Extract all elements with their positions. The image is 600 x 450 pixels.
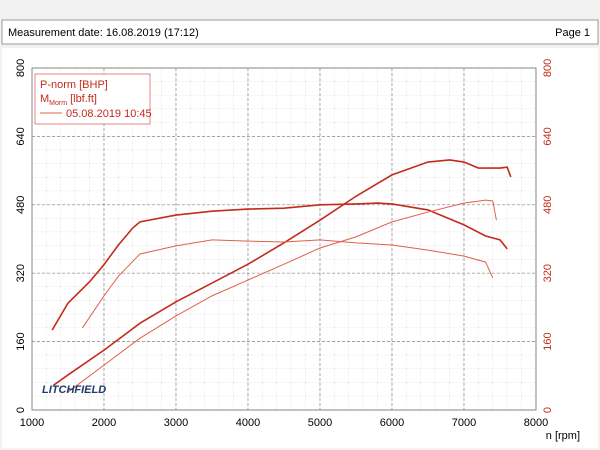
x-tick-label: 8000 [524, 417, 548, 429]
line [53, 159, 512, 386]
legend-power: P-norm [BHP] [40, 79, 108, 91]
y2-tick-label: 160 [542, 332, 554, 350]
y2-tick-label: 320 [542, 264, 554, 282]
y-tick-label: 160 [15, 332, 27, 350]
y-tick-label: 480 [15, 196, 27, 214]
legend: P-norm [BHP] MMorm [lbf.ft] 05.08.2019 10… [34, 73, 152, 125]
y-tick-label: 800 [15, 59, 27, 77]
x-tick-label: 4000 [236, 417, 260, 429]
line [81, 239, 494, 329]
header-right: Page 1 [555, 27, 590, 39]
y2-tick-label: 800 [542, 59, 554, 77]
line [67, 199, 497, 393]
y2-tick-label: 640 [542, 127, 554, 145]
legend-torque-sub: Morm [49, 100, 67, 107]
legend-torque: MMorm [lbf.ft] [40, 93, 97, 107]
logo: LITCHFIELD [42, 384, 106, 396]
y-tick-label: 0 [15, 407, 27, 413]
legend-box [34, 73, 151, 125]
y2-tick-label: 0 [542, 407, 554, 413]
line [51, 202, 508, 331]
x-tick-label: 1000 [20, 417, 44, 429]
plot-area [31, 67, 537, 411]
x-tick-label: 3000 [164, 417, 188, 429]
y2-tick-label: 480 [542, 196, 554, 214]
legend-run: 05.08.2019 10:45 [66, 108, 152, 120]
y-tick-label: 640 [15, 127, 27, 145]
x-tick-label: 2000 [92, 417, 116, 429]
header-left: Measurement date: 16.08.2019 (17:12) [8, 27, 199, 39]
x-tick-label: 7000 [452, 417, 476, 429]
x-tick-label: 5000 [308, 417, 332, 429]
x-axis-label: n [rpm] [546, 430, 580, 442]
y-tick-label: 320 [15, 264, 27, 282]
x-tick-label: 6000 [380, 417, 404, 429]
header-bar [1, 19, 599, 45]
legend-torque-unit: [lbf.ft] [70, 93, 97, 105]
legend-torque-main: M [40, 93, 49, 105]
